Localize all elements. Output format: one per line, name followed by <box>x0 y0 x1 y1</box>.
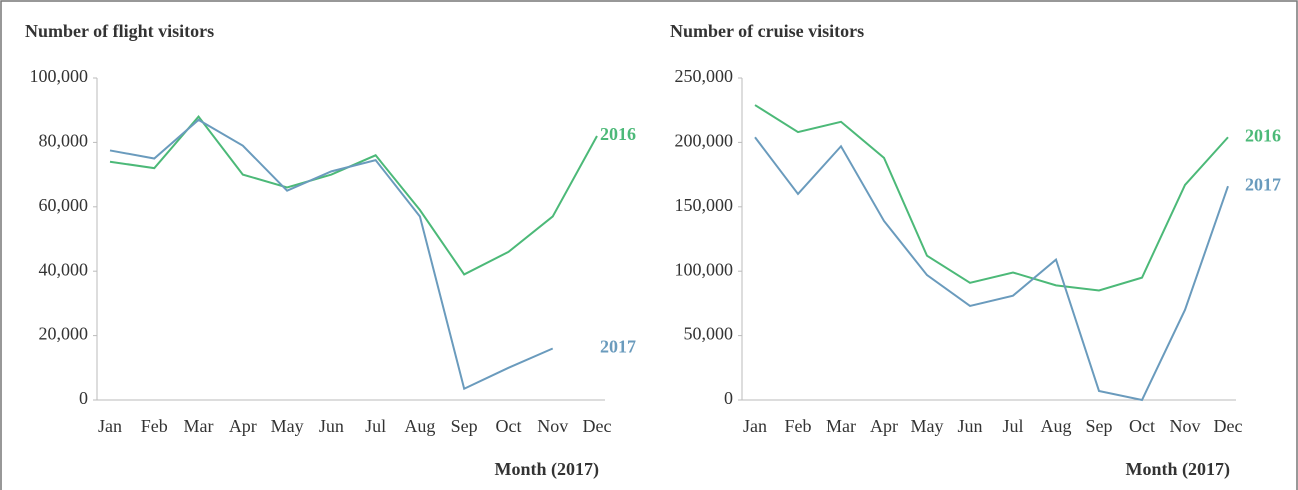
y-tick-label: 100,000 <box>30 66 89 86</box>
x-tick-label: Jun <box>957 416 982 436</box>
series-line <box>109 115 598 276</box>
y-tick-label: 20,000 <box>39 324 89 344</box>
y-tick-label: 250,000 <box>675 66 734 86</box>
x-tick-label: Jan <box>98 416 122 436</box>
x-tick-label: Sep <box>1086 416 1113 436</box>
y-tick-label: 0 <box>79 388 88 408</box>
x-tick-label: Apr <box>229 416 257 436</box>
y-tick-label: 150,000 <box>675 195 734 215</box>
series-label: 2016 <box>600 124 636 144</box>
x-tick-label: Sep <box>451 416 478 436</box>
series-label: 2016 <box>1245 125 1281 145</box>
chart-title: Number of flight visitors <box>25 21 214 41</box>
series-label: 2017 <box>1245 174 1281 194</box>
x-tick-label: Jan <box>743 416 767 436</box>
x-tick-label: Aug <box>1041 416 1072 436</box>
x-tick-label: Dec <box>583 416 612 436</box>
x-axis-label: Month (2017) <box>495 459 600 480</box>
x-tick-label: Nov <box>537 416 568 436</box>
x-tick-label: Jul <box>365 416 386 436</box>
x-tick-label: Jun <box>319 416 344 436</box>
x-tick-label: Dec <box>1214 416 1243 436</box>
x-tick-label: Mar <box>184 416 214 436</box>
chart-title: Number of cruise visitors <box>670 21 864 41</box>
x-tick-label: Feb <box>785 416 812 436</box>
series-label: 2017 <box>600 337 636 357</box>
x-tick-label: May <box>911 416 944 436</box>
x-tick-label: Jul <box>1002 416 1023 436</box>
series-line <box>754 104 1229 292</box>
y-tick-label: 60,000 <box>39 195 89 215</box>
y-tick-label: 100,000 <box>675 259 734 279</box>
y-tick-label: 200,000 <box>675 131 734 151</box>
x-tick-label: Oct <box>1129 416 1155 436</box>
y-tick-label: 80,000 <box>39 131 89 151</box>
series-line <box>754 136 1229 402</box>
x-tick-label: May <box>271 416 304 436</box>
y-tick-label: 40,000 <box>39 259 89 279</box>
series-line <box>109 118 554 391</box>
y-tick-label: 0 <box>724 388 733 408</box>
x-axis-label: Month (2017) <box>1126 459 1231 480</box>
x-tick-label: Feb <box>141 416 168 436</box>
y-tick-label: 50,000 <box>684 324 734 344</box>
x-tick-label: Oct <box>495 416 521 436</box>
x-tick-label: Aug <box>404 416 435 436</box>
x-tick-label: Apr <box>870 416 898 436</box>
x-tick-label: Nov <box>1170 416 1201 436</box>
x-tick-label: Mar <box>826 416 856 436</box>
